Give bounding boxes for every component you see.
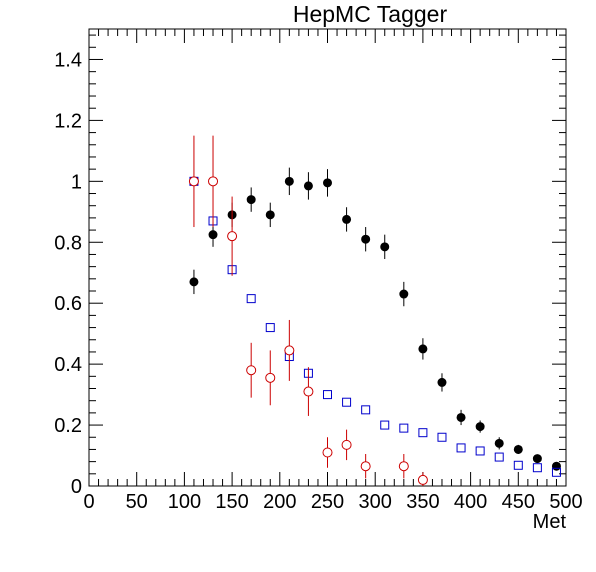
data-point (551, 467, 561, 477)
data-point (532, 463, 542, 473)
x-axis-title: Met (533, 511, 567, 533)
chart-title: HepMC Tagger (293, 1, 448, 27)
data-point (342, 397, 352, 407)
series-1 (189, 176, 561, 477)
data-point (513, 460, 523, 470)
data-point (418, 428, 428, 438)
x-tick-label: 100 (168, 491, 201, 513)
axis-ticks (88, 29, 567, 487)
data-point (494, 438, 504, 448)
data-point (323, 390, 332, 400)
data-point (475, 446, 485, 456)
plot-frame (88, 28, 567, 487)
data-point (342, 214, 352, 224)
data-point (494, 452, 504, 462)
data-point (532, 454, 542, 464)
data-point (475, 422, 485, 432)
data-point (437, 377, 447, 387)
data-marks (188, 135, 561, 486)
data-point (303, 386, 314, 397)
y-tick-label: 0.4 (54, 354, 82, 376)
x-tick-label: 400 (454, 491, 487, 513)
x-tick-label: 350 (406, 491, 439, 513)
data-point (322, 447, 333, 458)
data-point (323, 178, 332, 188)
data-point (284, 345, 295, 356)
series-2 (188, 135, 428, 486)
y-tick-label: 1 (71, 171, 82, 193)
y-tick-label: 1.2 (54, 110, 82, 132)
x-tick-label: 0 (83, 491, 94, 513)
data-point (188, 176, 199, 187)
x-tick-label: 500 (549, 491, 582, 513)
data-point (265, 372, 276, 383)
series-0 (189, 167, 561, 471)
data-point (208, 176, 219, 187)
data-point (360, 461, 371, 472)
data-point (208, 230, 218, 240)
x-tick-labels: 0 50 100 150 200 250 300 350 400 450 500 (83, 491, 582, 513)
y-tick-label: 0.6 (54, 293, 82, 315)
data-point (284, 176, 294, 186)
x-tick-label: 200 (263, 491, 296, 513)
data-point (189, 277, 199, 287)
y-tick-label: 0.8 (54, 232, 82, 254)
y-tick-label: 0 (71, 476, 82, 498)
data-point (265, 323, 275, 333)
data-point (246, 294, 256, 304)
data-point (361, 405, 371, 415)
data-point (456, 412, 466, 422)
data-point (380, 420, 390, 430)
x-tick-label: 300 (359, 491, 392, 513)
data-point (246, 365, 257, 376)
y-tick-labels: 0 0.2 0.4 0.6 0.8 1 1.2 1.4 (54, 49, 82, 498)
data-point (417, 474, 428, 485)
y-tick-label: 0.2 (54, 415, 82, 437)
data-point (227, 231, 238, 242)
data-point (246, 195, 256, 205)
data-point (341, 439, 352, 450)
data-point (303, 181, 313, 191)
data-point (399, 289, 409, 299)
data-point (398, 461, 409, 472)
data-point (265, 210, 275, 220)
x-tick-label: 50 (126, 491, 148, 513)
x-tick-label: 450 (502, 491, 535, 513)
data-point (418, 344, 428, 354)
x-tick-label: 250 (311, 491, 344, 513)
data-point (380, 242, 390, 252)
x-tick-label: 150 (215, 491, 248, 513)
data-point (437, 432, 447, 442)
data-point (551, 461, 561, 471)
data-point (361, 234, 371, 244)
data-point (399, 423, 409, 433)
y-tick-label: 1.4 (54, 49, 82, 71)
data-point (513, 444, 523, 454)
data-point (456, 443, 466, 453)
